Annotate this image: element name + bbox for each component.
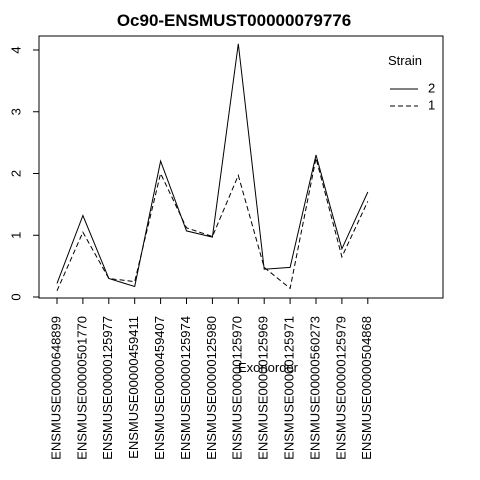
series-layer <box>56 43 369 292</box>
chart-title: Oc90-ENSMUST00000079776 <box>117 11 351 30</box>
x-tick-label: ENSMUSE00000125979 <box>333 316 348 460</box>
x-tick-label: ENSMUSE00000125980 <box>204 316 219 460</box>
series-line-2 <box>56 43 369 288</box>
legend-label: 2 <box>428 80 435 95</box>
legend: Strain 2 1 <box>388 53 435 112</box>
y-tick-label: 4 <box>8 46 23 53</box>
y-tick-label: 2 <box>8 170 23 177</box>
legend-label: 1 <box>428 97 435 112</box>
y-axis: 0 1 2 3 4 <box>8 46 39 301</box>
x-tick-label: ENSMUSE00000459407 <box>152 316 167 460</box>
x-axis: ENSMUSE00000648899 ENSMUSE00000501770 ENSM… <box>48 298 374 460</box>
x-tick-label: ENSMUSE00000504868 <box>359 316 374 460</box>
plot-frame <box>38 35 444 299</box>
x-tick-label: ENSMUSE00000125977 <box>100 316 115 460</box>
x-tick-label: ENSMUSE00000125969 <box>256 316 271 460</box>
x-tick-label: ENSMUSE00000125970 <box>230 316 245 460</box>
x-tick-label: ENSMUSE00000125974 <box>178 316 193 460</box>
legend-title: Strain <box>388 53 422 68</box>
y-tick-label: 3 <box>8 108 23 115</box>
x-tick-label: ENSMUSE00000459411 <box>126 316 141 459</box>
series-line-1 <box>56 157 369 292</box>
x-axis-label: Exonorder <box>238 360 299 375</box>
y-tick-label: 0 <box>8 293 23 300</box>
y-tick-label: 1 <box>8 232 23 239</box>
x-tick-label: ENSMUSE00000501770 <box>74 316 89 460</box>
x-tick-label: ENSMUSE00000125971 <box>282 316 297 460</box>
x-tick-label: ENSMUSE00000648899 <box>48 316 63 460</box>
x-tick-label: ENSMUSE00000560273 <box>307 316 322 460</box>
